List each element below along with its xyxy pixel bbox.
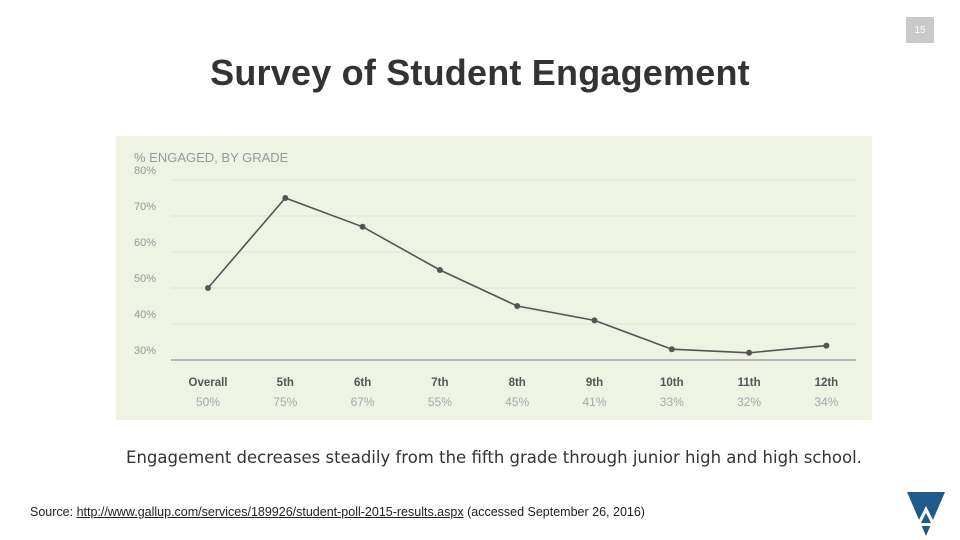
page-number: 15 <box>906 17 934 43</box>
series-line-path <box>207 197 827 354</box>
value-label: 75% <box>273 395 297 409</box>
category-label: 5th <box>277 377 294 389</box>
source-link[interactable]: http://www.gallup.com/services/189926/st… <box>76 505 464 519</box>
value-label: 67% <box>351 395 375 409</box>
y-tick-label: 40% <box>134 309 156 321</box>
data-point <box>746 349 753 356</box>
series-line <box>207 197 827 354</box>
data-point <box>668 346 675 353</box>
value-label: 55% <box>428 395 452 409</box>
y-tick-label: 60% <box>134 237 156 249</box>
source-note: (accessed September 26, 2016) <box>467 505 645 519</box>
y-tick-label: 30% <box>134 345 156 357</box>
y-tick-label: 70% <box>134 201 156 213</box>
chart-title: % ENGAGED, BY GRADE <box>134 150 289 165</box>
y-tick-label: 50% <box>134 273 156 285</box>
slide-title: Survey of Student Engagement <box>210 52 750 93</box>
chart-panel: % ENGAGED, BY GRADE 80% 70% 60% 50% 40% 30% O… <box>116 136 872 420</box>
value-label: 45% <box>505 395 529 409</box>
data-point <box>591 317 598 324</box>
category-label: 6th <box>354 377 371 389</box>
engagement-line-chart: % ENGAGED, BY GRADE 80% 70% 60% 50% 40% 30% O… <box>134 150 856 409</box>
y-tick-labels: 80% 70% 60% 50% 40% 30% <box>134 165 156 357</box>
category-label: 11th <box>738 377 761 389</box>
data-point <box>436 267 443 273</box>
data-point <box>359 223 366 230</box>
source-line: Source: http://www.gallup.com/services/1… <box>30 505 645 519</box>
y-tick-label: 80% <box>134 165 156 177</box>
category-label: 12th <box>815 377 839 389</box>
category-label: 10th <box>660 377 684 389</box>
data-point <box>205 285 211 291</box>
value-labels: 50% 75% 67% 55% 45% 41% 33% 32% 34% <box>196 395 839 409</box>
value-label: 34% <box>814 395 838 409</box>
chart-caption: Engagement decreases steadily from the f… <box>126 448 862 467</box>
source-label: Source: <box>30 505 74 519</box>
category-label: 7th <box>431 377 448 389</box>
series-points <box>205 195 830 356</box>
logo-icon <box>907 492 945 536</box>
category-label: 8th <box>509 377 526 389</box>
value-label: 41% <box>582 395 606 409</box>
data-point <box>514 303 521 309</box>
data-point <box>282 195 289 201</box>
data-point <box>823 342 830 349</box>
value-label: 33% <box>660 395 684 409</box>
category-label: Overall <box>189 377 228 389</box>
category-label: 9th <box>586 377 603 389</box>
category-labels: Overall 5th 6th 7th 8th 9th 10th 11th 12th <box>189 377 839 389</box>
grid-lines <box>171 179 856 361</box>
value-label: 50% <box>196 395 220 409</box>
value-label: 32% <box>737 395 761 409</box>
